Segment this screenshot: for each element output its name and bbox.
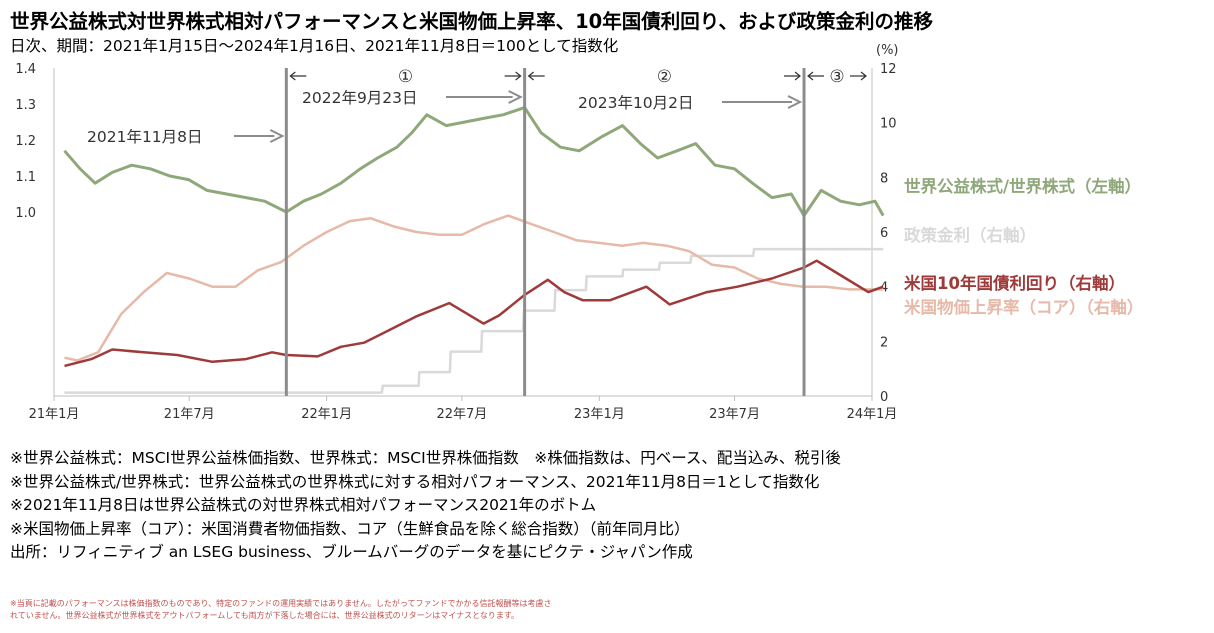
disclaimer: ※当頁に記載のパフォーマンスは株価指数のものであり、特定のファンドの運用実績では… xyxy=(10,598,710,622)
legend-utilities-relative: 世界公益株式/世界株式（左軸） xyxy=(904,176,1141,196)
footnote: ※世界公益株式：MSCI世界公益株価指数、世界株式：MSCI世界株価指数 ※株価… xyxy=(10,449,841,467)
event-annotation-label: 2023年10月2日 xyxy=(578,94,694,112)
y-right-tick-label: 12 xyxy=(880,62,897,77)
y-right-tick-label: 10 xyxy=(880,117,897,132)
x-tick-label: 22年1月 xyxy=(301,407,352,422)
y-right-tick-label: 8 xyxy=(880,171,888,186)
x-tick-label: 21年7月 xyxy=(164,407,215,422)
series-line-utilities-relative xyxy=(63,106,885,218)
period-label: ② xyxy=(657,67,672,87)
y-right-unit-label: (%) xyxy=(876,43,899,58)
period-arrow-right-head xyxy=(515,71,522,81)
y-left-tick-label: 1.2 xyxy=(15,134,36,149)
x-tick-label: 23年1月 xyxy=(574,407,625,422)
event-arrow-head xyxy=(269,129,285,143)
series-line-policy-rate xyxy=(64,247,884,394)
period-arrow-left-head xyxy=(527,71,535,81)
y-left-tick-label: 1.4 xyxy=(15,62,36,77)
footnote: ※米国物価上昇率（コア）：米国消費者物価指数、コア（生鮮食品を除く総合指数）（前… xyxy=(10,519,690,538)
period-arrow-left-head xyxy=(289,71,296,81)
y-right-tick-label: 4 xyxy=(880,281,888,296)
footnote: ※2021年11月8日は世界公益株式の対世界株式相対パフォーマンス2021年のボ… xyxy=(10,496,597,514)
period-label: ③ xyxy=(829,67,844,87)
legend-us-core-cpi: 米国物価上昇率（コア）（右軸） xyxy=(904,297,1143,317)
x-tick-label: 23年7月 xyxy=(709,407,760,422)
legend-policy-rate: 政策金利（右軸） xyxy=(904,225,1036,245)
period-label: ① xyxy=(398,67,413,87)
x-tick-label: 22年7月 xyxy=(436,407,487,422)
x-tick-label: 24年1月 xyxy=(847,407,898,422)
series-line-us10y-yield xyxy=(64,259,884,368)
y-left-tick-label: 1.1 xyxy=(15,170,36,185)
y-left-tick-label: 1.3 xyxy=(15,98,36,113)
y-right-tick-label: 6 xyxy=(880,226,888,241)
event-arrow-head xyxy=(787,95,803,109)
footnote: ※世界公益株式/世界株式：世界公益株式の世界株式に対する相対パフォーマンス、20… xyxy=(10,472,820,491)
page-title: 世界公益株式対世界株式相対パフォーマンスと米国物価上昇率、10年国債利回り、およ… xyxy=(10,10,933,33)
period-arrow-right-head xyxy=(860,71,867,81)
event-annotation-label: 2021年11月8日 xyxy=(87,128,203,146)
disclaimer-line: れていません。世界公益株式が世界株式をアウトパフォームしても両方が下落した場合に… xyxy=(10,611,520,620)
y-right-tick-label: 0 xyxy=(880,390,888,405)
period-arrow-right-head xyxy=(794,71,801,81)
y-left-tick-label: 1.0 xyxy=(15,206,36,221)
event-arrow-head xyxy=(508,90,523,104)
x-tick-label: 21年1月 xyxy=(29,407,80,422)
page-subtitle: 日次、期間：2021年1月15日～2024年1月16日、2021年11月8日＝1… xyxy=(10,37,619,55)
chart: 1.4 1.3 1.2 1.1 1.0 12 10 8 6 4 2 0 (%) 21年1月 21年7月 22年… xyxy=(15,43,1143,422)
source-note: 出所：リフィニティブ an LSEG business、ブルームバーグのデータを… xyxy=(10,543,693,561)
event-annotation-label: 2022年9月23日 xyxy=(302,89,418,107)
disclaimer-line: ※当頁に記載のパフォーマンスは株価指数のものであり、特定のファンドの運用実績では… xyxy=(10,599,552,608)
footnotes: ※世界公益株式：MSCI世界公益株価指数、世界株式：MSCI世界株価指数 ※株価… xyxy=(10,447,841,565)
series-line-us-core-cpi xyxy=(64,214,884,362)
period-arrow-left-head xyxy=(807,71,814,81)
legend-us10y-yield: 米国10年国債利回り（右軸） xyxy=(904,273,1125,293)
y-right-tick-label: 2 xyxy=(880,335,888,350)
